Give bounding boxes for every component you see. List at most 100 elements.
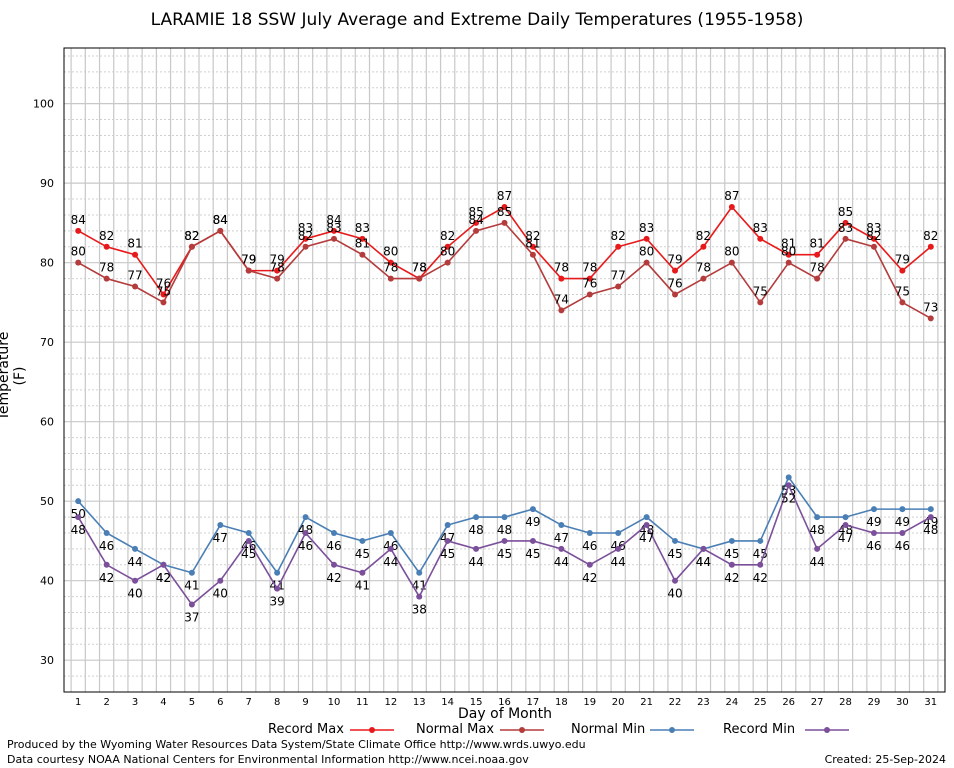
data-point-3 [842, 522, 849, 529]
legend-swatch-marker [824, 727, 830, 733]
data-point-3 [359, 569, 366, 576]
data-label-3: 48 [71, 523, 86, 537]
data-label-1: 80 [781, 245, 796, 259]
data-label-0: 82 [611, 229, 626, 243]
x-tick-label: 29 [868, 697, 881, 708]
data-label-0: 82 [696, 229, 711, 243]
x-tick-label: 23 [697, 697, 710, 708]
data-point-1 [586, 291, 593, 298]
data-point-3 [160, 561, 167, 568]
data-point-1 [529, 251, 536, 258]
data-point-2 [529, 506, 536, 513]
data-label-0: 79 [241, 253, 256, 267]
data-label-0: 83 [298, 221, 313, 235]
data-point-0 [359, 235, 366, 242]
data-label-3: 47 [838, 531, 853, 545]
data-point-0 [274, 267, 281, 274]
x-tick-label: 5 [189, 697, 195, 708]
data-label-0: 78 [554, 261, 569, 275]
data-label-0: 79 [270, 253, 285, 267]
data-point-1 [302, 243, 309, 250]
data-point-1 [757, 299, 764, 306]
data-point-2 [103, 529, 110, 536]
data-point-2 [586, 529, 593, 536]
data-label-3: 37 [184, 611, 199, 625]
data-label-3: 39 [270, 595, 285, 609]
data-point-3 [586, 561, 593, 568]
data-label-2: 48 [497, 523, 512, 537]
data-point-2 [387, 529, 394, 536]
data-point-2 [501, 514, 508, 521]
x-tick-label: 3 [132, 697, 138, 708]
data-label-1: 78 [412, 261, 427, 275]
data-point-3 [217, 577, 224, 584]
data-point-1 [160, 299, 167, 306]
data-point-2 [188, 569, 195, 576]
data-label-0: 82 [99, 229, 114, 243]
series-line-3 [77, 483, 932, 606]
data-point-0 [501, 204, 508, 211]
data-label-2: 44 [127, 555, 142, 569]
data-label-1: 78 [809, 261, 824, 275]
data-label-1: 81 [355, 237, 370, 251]
x-tick-label: 16 [498, 697, 511, 708]
data-label-1: 78 [383, 261, 398, 275]
y-tick-label: 70 [40, 336, 54, 349]
x-tick-label: 30 [896, 697, 909, 708]
data-point-2 [899, 506, 906, 513]
data-label-1: 79 [241, 253, 256, 267]
data-point-2 [359, 537, 366, 544]
data-point-3 [302, 529, 309, 536]
data-point-0 [330, 227, 337, 234]
data-label-1: 78 [696, 261, 711, 275]
x-tick-label: 22 [669, 697, 682, 708]
data-point-2 [330, 529, 337, 536]
data-point-0 [160, 291, 167, 298]
x-tick-label: 14 [441, 697, 454, 708]
footer-data-courtesy: Data courtesy NOAA National Centers for … [7, 753, 529, 766]
data-label-1: 83 [838, 221, 853, 235]
data-point-1 [899, 299, 906, 306]
data-point-2 [814, 514, 821, 521]
data-point-2 [728, 537, 735, 544]
data-label-0: 81 [781, 237, 796, 251]
data-label-3: 48 [923, 523, 938, 537]
data-label-1: 77 [611, 269, 626, 283]
data-point-2 [245, 529, 252, 536]
data-point-3 [132, 577, 139, 584]
y-tick-label: 40 [40, 575, 54, 588]
data-label-3: 45 [497, 547, 512, 561]
data-point-0 [672, 267, 679, 274]
data-label-3: 42 [156, 571, 171, 585]
data-label-0: 85 [838, 205, 853, 219]
data-point-3 [75, 514, 82, 521]
data-label-2: 45 [724, 547, 739, 561]
data-label-3: 42 [582, 571, 597, 585]
data-point-0 [927, 243, 934, 250]
data-point-2 [870, 506, 877, 513]
y-tick-label: 90 [40, 177, 54, 190]
data-point-3 [529, 537, 536, 544]
data-label-1: 80 [724, 245, 739, 259]
data-label-2: 49 [525, 515, 540, 529]
data-point-3 [444, 537, 451, 544]
x-tick-label: 31 [924, 697, 937, 708]
data-label-0: 78 [582, 261, 597, 275]
data-label-2: 48 [468, 523, 483, 537]
data-point-3 [103, 561, 110, 568]
data-point-1 [700, 275, 707, 282]
x-tick-label: 15 [470, 697, 483, 708]
data-label-0: 84 [213, 213, 228, 227]
data-point-3 [274, 585, 281, 592]
data-label-3: 44 [468, 555, 483, 569]
data-label-0: 82 [923, 229, 938, 243]
data-label-1: 81 [525, 237, 540, 251]
data-label-3: 45 [241, 547, 256, 561]
data-point-2 [444, 522, 451, 529]
data-point-1 [842, 235, 849, 242]
data-point-1 [387, 275, 394, 282]
data-label-1: 75 [895, 284, 910, 298]
data-label-0: 84 [71, 213, 86, 227]
data-label-1: 73 [923, 300, 938, 314]
data-point-0 [444, 243, 451, 250]
